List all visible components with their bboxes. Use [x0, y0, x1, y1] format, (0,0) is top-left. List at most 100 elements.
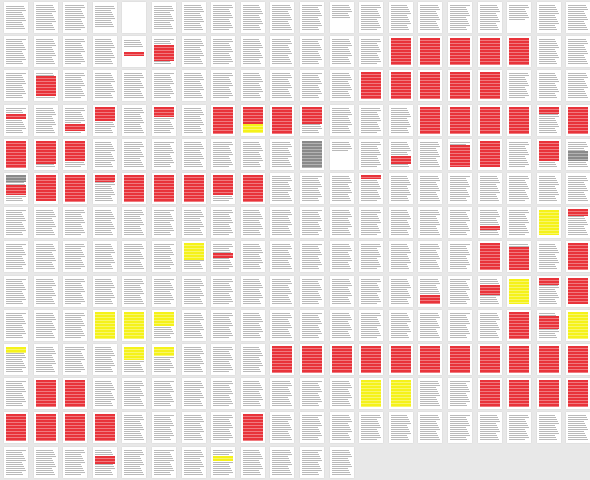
- page-thumbnail[interactable]: [359, 241, 383, 272]
- page-thumbnail[interactable]: [537, 207, 561, 238]
- page-thumbnail[interactable]: [270, 344, 294, 375]
- page-thumbnail[interactable]: [389, 276, 413, 307]
- page-thumbnail[interactable]: [211, 139, 235, 170]
- page-thumbnail[interactable]: [182, 276, 206, 307]
- page-thumbnail[interactable]: [152, 207, 176, 238]
- page-thumbnail[interactable]: [182, 36, 206, 67]
- page-thumbnail[interactable]: [330, 2, 354, 33]
- page-thumbnail[interactable]: [330, 70, 354, 101]
- page-thumbnail[interactable]: [478, 310, 502, 341]
- page-thumbnail[interactable]: [4, 2, 28, 33]
- page-thumbnail[interactable]: [478, 378, 502, 409]
- page-thumbnail[interactable]: [300, 344, 324, 375]
- page-thumbnail[interactable]: [270, 310, 294, 341]
- page-thumbnail[interactable]: [63, 36, 87, 67]
- page-thumbnail[interactable]: [478, 105, 502, 136]
- page-thumbnail[interactable]: [330, 276, 354, 307]
- page-thumbnail[interactable]: [182, 378, 206, 409]
- page-thumbnail[interactable]: [566, 70, 590, 101]
- page-thumbnail[interactable]: [478, 344, 502, 375]
- page-thumbnail[interactable]: [241, 276, 265, 307]
- page-thumbnail[interactable]: [93, 70, 117, 101]
- page-thumbnail[interactable]: [566, 36, 590, 67]
- page-thumbnail[interactable]: [211, 105, 235, 136]
- page-thumbnail[interactable]: [182, 70, 206, 101]
- page-thumbnail[interactable]: [4, 310, 28, 341]
- page-thumbnail[interactable]: [211, 276, 235, 307]
- page-thumbnail[interactable]: [300, 2, 324, 33]
- page-thumbnail[interactable]: [566, 2, 590, 33]
- page-thumbnail[interactable]: [507, 36, 531, 67]
- page-thumbnail[interactable]: [93, 276, 117, 307]
- page-thumbnail[interactable]: [478, 241, 502, 272]
- page-thumbnail[interactable]: [63, 310, 87, 341]
- page-thumbnail[interactable]: [389, 378, 413, 409]
- page-thumbnail[interactable]: [300, 447, 324, 478]
- page-thumbnail[interactable]: [389, 412, 413, 443]
- page-thumbnail[interactable]: [418, 241, 442, 272]
- page-thumbnail[interactable]: [152, 70, 176, 101]
- page-thumbnail[interactable]: [478, 173, 502, 204]
- page-thumbnail[interactable]: [152, 139, 176, 170]
- page-thumbnail[interactable]: [537, 70, 561, 101]
- page-thumbnail[interactable]: [122, 378, 146, 409]
- page-thumbnail[interactable]: [122, 36, 146, 67]
- page-thumbnail[interactable]: [389, 207, 413, 238]
- page-thumbnail[interactable]: [359, 2, 383, 33]
- page-thumbnail[interactable]: [507, 241, 531, 272]
- page-thumbnail[interactable]: [389, 344, 413, 375]
- page-thumbnail[interactable]: [93, 344, 117, 375]
- page-thumbnail[interactable]: [359, 310, 383, 341]
- page-thumbnail[interactable]: [359, 173, 383, 204]
- page-thumbnail[interactable]: [182, 173, 206, 204]
- page-thumbnail[interactable]: [34, 70, 58, 101]
- page-thumbnail[interactable]: [4, 447, 28, 478]
- page-thumbnail[interactable]: [300, 139, 324, 170]
- page-thumbnail[interactable]: [448, 105, 472, 136]
- page-thumbnail[interactable]: [93, 378, 117, 409]
- page-thumbnail[interactable]: [93, 139, 117, 170]
- page-thumbnail[interactable]: [448, 310, 472, 341]
- page-thumbnail[interactable]: [418, 207, 442, 238]
- page-thumbnail[interactable]: [270, 412, 294, 443]
- page-thumbnail[interactable]: [211, 2, 235, 33]
- page-thumbnail[interactable]: [478, 412, 502, 443]
- page-thumbnail[interactable]: [270, 173, 294, 204]
- page-thumbnail[interactable]: [241, 241, 265, 272]
- page-thumbnail[interactable]: [4, 173, 28, 204]
- page-thumbnail[interactable]: [34, 207, 58, 238]
- page-thumbnail[interactable]: [330, 447, 354, 478]
- page-thumbnail[interactable]: [507, 412, 531, 443]
- page-thumbnail[interactable]: [34, 173, 58, 204]
- page-thumbnail[interactable]: [241, 207, 265, 238]
- page-thumbnail[interactable]: [182, 310, 206, 341]
- page-thumbnail[interactable]: [566, 173, 590, 204]
- page-thumbnail[interactable]: [270, 241, 294, 272]
- page-thumbnail[interactable]: [34, 276, 58, 307]
- page-thumbnail[interactable]: [34, 105, 58, 136]
- page-thumbnail[interactable]: [152, 2, 176, 33]
- page-thumbnail[interactable]: [34, 241, 58, 272]
- page-thumbnail[interactable]: [418, 412, 442, 443]
- page-thumbnail[interactable]: [359, 412, 383, 443]
- page-thumbnail[interactable]: [507, 207, 531, 238]
- page-thumbnail[interactable]: [63, 2, 87, 33]
- page-thumbnail[interactable]: [63, 344, 87, 375]
- page-thumbnail[interactable]: [389, 310, 413, 341]
- page-thumbnail[interactable]: [122, 207, 146, 238]
- page-thumbnail[interactable]: [418, 173, 442, 204]
- page-thumbnail[interactable]: [270, 70, 294, 101]
- page-thumbnail[interactable]: [152, 105, 176, 136]
- page-thumbnail[interactable]: [270, 447, 294, 478]
- page-thumbnail[interactable]: [34, 139, 58, 170]
- page-thumbnail[interactable]: [270, 276, 294, 307]
- page-thumbnail[interactable]: [211, 344, 235, 375]
- page-thumbnail[interactable]: [389, 70, 413, 101]
- page-thumbnail[interactable]: [63, 139, 87, 170]
- page-thumbnail[interactable]: [448, 2, 472, 33]
- page-thumbnail[interactable]: [241, 139, 265, 170]
- page-thumbnail[interactable]: [389, 105, 413, 136]
- page-thumbnail[interactable]: [34, 412, 58, 443]
- page-thumbnail[interactable]: [34, 378, 58, 409]
- page-thumbnail[interactable]: [270, 139, 294, 170]
